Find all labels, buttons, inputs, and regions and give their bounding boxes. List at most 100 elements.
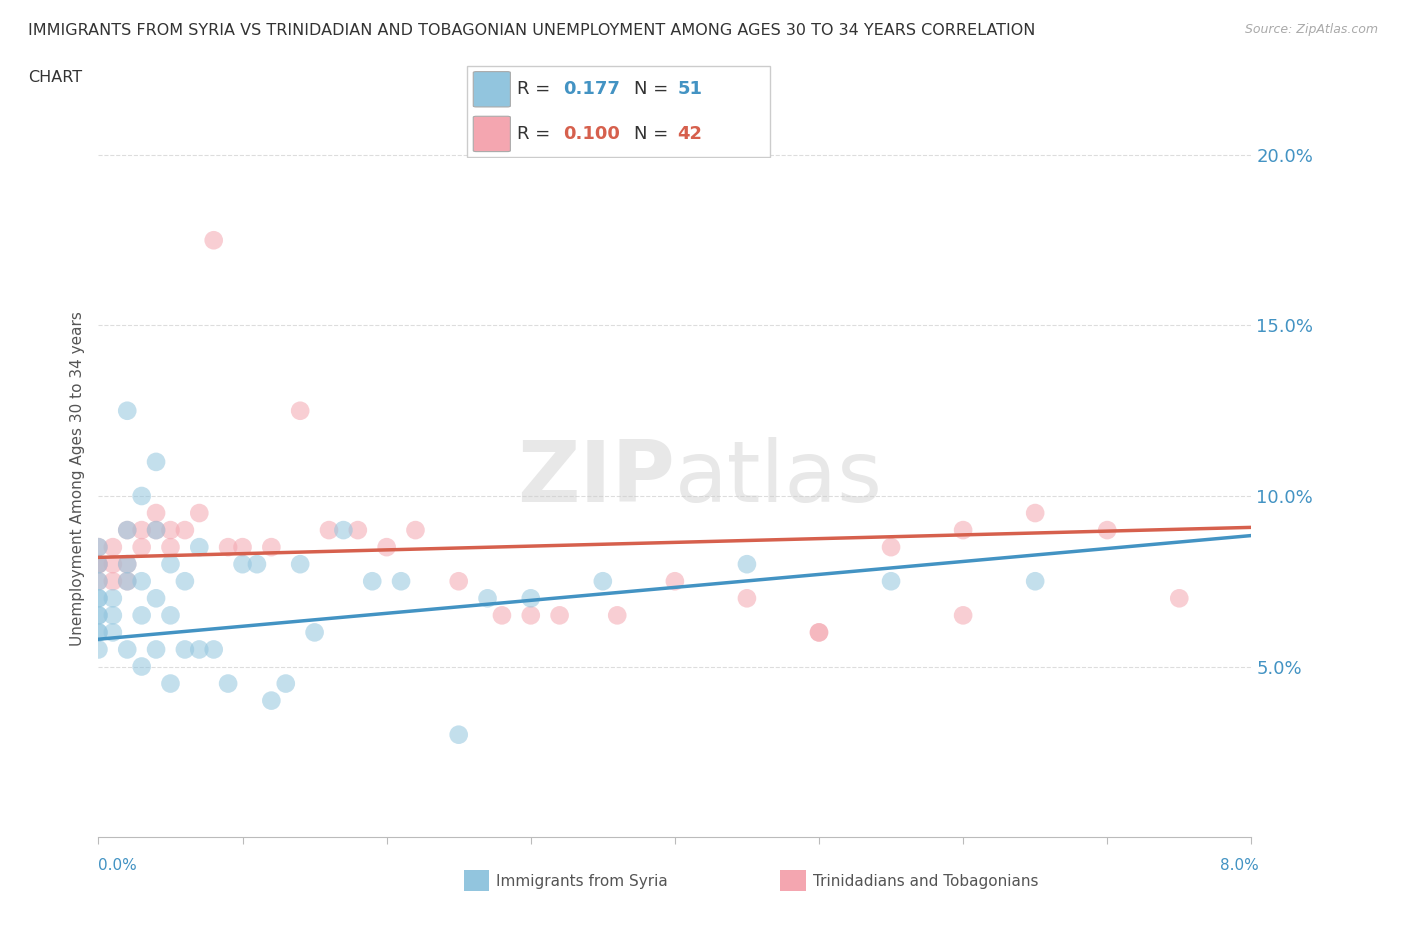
Point [592,574,614,589]
Point [880,539,903,554]
Point [290,557,312,572]
Point [188,506,211,521]
Point [318,523,340,538]
Point [447,574,470,589]
Point [735,557,758,572]
Point [131,608,153,623]
Point [346,523,368,538]
Y-axis label: Unemployment Among Ages 30 to 34 years: Unemployment Among Ages 30 to 34 years [69,312,84,646]
Point [87,625,110,640]
Point [117,574,138,589]
Text: N =: N = [634,125,673,143]
Point [87,557,110,572]
Point [117,557,138,572]
Point [174,642,197,657]
Point [87,591,110,605]
Point [145,506,167,521]
Point [145,523,167,538]
Point [217,676,239,691]
Point [447,727,470,742]
Point [174,523,197,538]
Point [117,557,138,572]
Point [131,574,153,589]
Text: 42: 42 [678,125,703,143]
Point [145,523,167,538]
Point [389,574,412,589]
Point [117,574,138,589]
Point [159,676,181,691]
Point [274,676,297,691]
Point [131,488,153,503]
Point [548,608,571,623]
Point [101,608,124,623]
Point [807,625,830,640]
Text: Source: ZipAtlas.com: Source: ZipAtlas.com [1244,23,1378,36]
Point [606,608,628,623]
Point [519,591,541,605]
Text: N =: N = [634,80,673,99]
Text: CHART: CHART [28,70,82,85]
Point [87,539,110,554]
Point [101,574,124,589]
Point [231,539,254,554]
FancyBboxPatch shape [467,66,770,157]
Point [735,591,758,605]
Point [87,608,110,623]
Point [664,574,686,589]
FancyBboxPatch shape [779,870,807,892]
Point [87,591,110,605]
Text: ZIP: ZIP [517,437,675,521]
Point [188,539,211,554]
Point [87,557,110,572]
FancyBboxPatch shape [463,870,491,892]
Point [260,693,283,708]
Point [131,659,153,674]
Text: IMMIGRANTS FROM SYRIA VS TRINIDADIAN AND TOBAGONIAN UNEMPLOYMENT AMONG AGES 30 T: IMMIGRANTS FROM SYRIA VS TRINIDADIAN AND… [28,23,1035,38]
Point [159,539,181,554]
Point [246,557,269,572]
Point [174,574,197,589]
Text: R =: R = [516,80,555,99]
Point [159,557,181,572]
Point [304,625,326,640]
Text: 0.177: 0.177 [562,80,620,99]
Point [332,523,354,538]
Point [87,608,110,623]
Point [290,404,312,418]
Text: 0.0%: 0.0% [98,857,138,872]
Point [375,539,398,554]
Point [101,591,124,605]
Point [145,591,167,605]
Text: atlas: atlas [675,437,883,521]
Point [1097,523,1119,538]
Point [131,539,153,554]
Point [188,642,211,657]
Point [952,523,974,538]
Point [101,557,124,572]
Point [1024,574,1046,589]
Point [1168,591,1191,605]
Point [117,642,138,657]
Point [87,625,110,640]
Text: 8.0%: 8.0% [1219,857,1258,872]
Point [87,574,110,589]
Point [87,557,110,572]
Point [202,232,225,247]
Point [491,608,513,623]
Text: Trinidadians and Tobagonians: Trinidadians and Tobagonians [813,874,1038,889]
Point [202,642,225,657]
Point [87,574,110,589]
Point [117,523,138,538]
Point [117,523,138,538]
Point [260,539,283,554]
Text: Immigrants from Syria: Immigrants from Syria [496,874,668,889]
Point [87,642,110,657]
Point [405,523,427,538]
Point [131,523,153,538]
FancyBboxPatch shape [474,116,510,152]
Point [880,574,903,589]
Point [477,591,499,605]
Point [361,574,384,589]
Point [217,539,239,554]
Text: R =: R = [516,125,555,143]
